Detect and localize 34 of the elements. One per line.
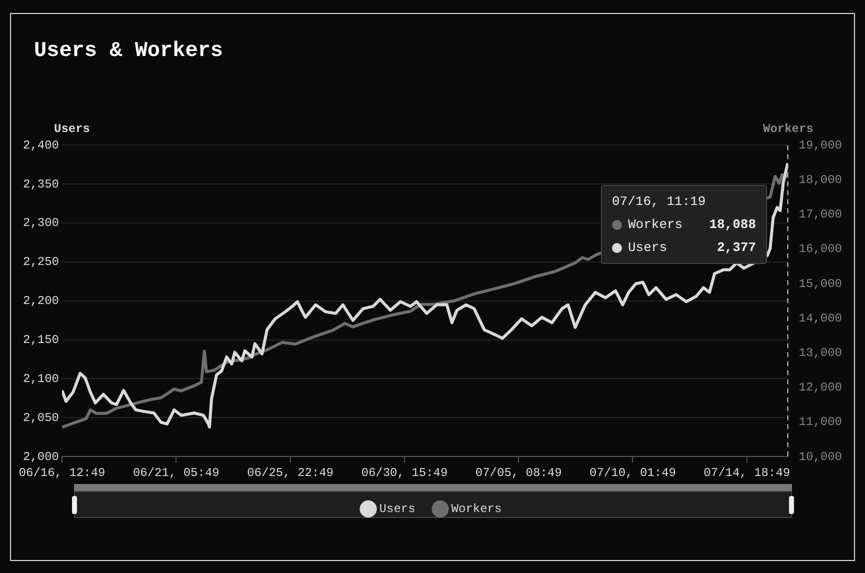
y2-tick-label: 19,000	[798, 138, 842, 152]
y2-tick-label: 18,000	[798, 172, 842, 187]
y-axis-title: Users	[54, 122, 90, 136]
y2-tick-label: 10,000	[798, 450, 842, 464]
y-tick-label: 2,150	[22, 332, 60, 347]
x-tick-label: 07/14, 18:49	[704, 466, 790, 480]
y-tick-label: 2,000	[22, 450, 60, 464]
y-tick-label: 2,350	[22, 177, 60, 192]
y-tick-label: 2,200	[22, 294, 60, 308]
y-tick-label: 2,050	[22, 410, 60, 425]
text: Workers 18,088	[628, 217, 756, 232]
legend-label: Workers	[451, 502, 502, 516]
x-tick-label: 07/05, 08:49	[475, 466, 562, 480]
annotation: 07/16, 11:19	[612, 194, 707, 209]
y-tick-label: 2,250	[22, 255, 60, 270]
y2-tick-label: 11,000	[798, 415, 842, 430]
x-tick-label: 06/30, 15:49	[361, 466, 448, 480]
chart-title: Users & Workers	[34, 40, 224, 63]
y2-tick-label: 16,000	[798, 242, 842, 256]
legend-label: Users	[379, 502, 416, 516]
y-tick-label: 2,400	[22, 138, 60, 152]
y-tick-label: 2,100	[22, 372, 60, 386]
x-tick-label: 06/25, 22:49	[247, 466, 334, 480]
text: Users 2,377	[628, 240, 756, 255]
x-tick-label: 06/16, 12:49	[18, 466, 106, 480]
y-tick-label: 2,300	[22, 216, 60, 230]
y2-axis-title: Workers	[763, 122, 814, 136]
y2-tick-label: 15,000	[798, 276, 842, 291]
y2-tick-label: 14,000	[798, 311, 842, 326]
y2-tick-label: 13,000	[798, 346, 842, 360]
x-tick-label: 07/10, 01:49	[590, 466, 676, 480]
x-tick-label: 06/21, 05:49	[132, 466, 220, 480]
y2-tick-label: 12,000	[798, 380, 842, 395]
y2-tick-label: 17,000	[798, 208, 842, 222]
